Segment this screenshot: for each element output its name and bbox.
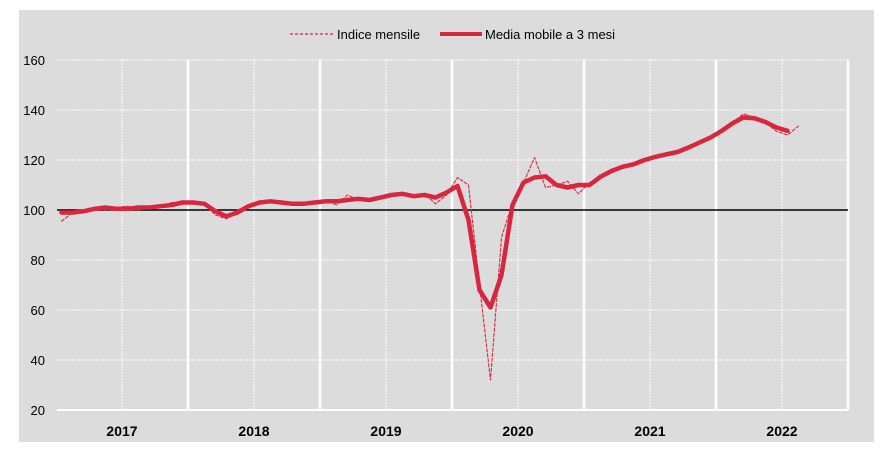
y-tick-label: 120 [23,153,45,168]
x-tick-label: 2017 [106,423,137,439]
x-tick-label: 2022 [766,423,797,439]
x-tick-label: 2020 [502,423,533,439]
y-tick-label: 160 [23,53,45,68]
series-line-media-mobile [59,115,790,310]
grid [57,59,850,411]
legend-label-indice-mensile: Indice mensile [337,27,420,42]
legend-label-media-mobile: Media mobile a 3 mesi [485,27,615,42]
y-tick-label: 40 [31,353,45,368]
y-tick-label: 80 [31,253,45,268]
y-tick-label: 100 [23,203,45,218]
x-tick-label: 2021 [634,423,665,439]
y-tick-label: 20 [31,403,45,418]
y-axis: 20 40 60 80 100 120 140 160 [23,53,45,418]
y-tick-label: 140 [23,103,45,118]
x-tick-label: 2018 [238,423,269,439]
x-axis: 2017 2018 2019 2020 2021 2022 [106,423,797,439]
y-tick-label: 60 [31,303,45,318]
legend: Indice mensile Media mobile a 3 mesi [290,27,615,42]
chart-panel-background [19,10,874,442]
x-tick-label: 2019 [370,423,401,439]
series-group [59,113,800,381]
